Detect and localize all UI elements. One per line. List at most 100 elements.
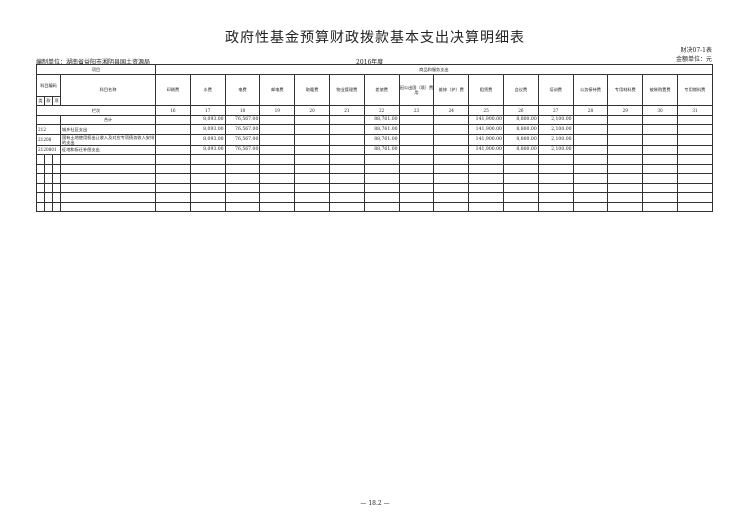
code-level: 项 xyxy=(52,95,61,106)
value xyxy=(259,144,296,155)
column-header: 培训费 xyxy=(537,73,574,106)
empty-cell xyxy=(607,154,644,165)
empty-cell xyxy=(224,182,261,193)
value: 88,761.00 xyxy=(363,114,400,125)
value: 8,800.00 xyxy=(502,114,539,125)
column-index: 27 xyxy=(537,105,574,116)
column-header: 专用燃料费 xyxy=(676,73,713,106)
empty-cell xyxy=(59,182,157,193)
value xyxy=(155,144,191,155)
empty-cell xyxy=(502,173,539,184)
value xyxy=(676,144,713,155)
row-name: 合计 xyxy=(59,114,157,125)
value xyxy=(433,144,470,155)
row: 212 城乡社区支出 8,093.00 76,567.00 88,761.00 141,9… xyxy=(36,124,713,135)
empty-cell xyxy=(537,201,574,212)
code: 212 xyxy=(36,124,61,135)
empty-cell xyxy=(468,154,504,165)
empty-cell xyxy=(398,192,435,203)
empty-cell xyxy=(676,154,713,165)
code: 21208 xyxy=(36,133,61,146)
column-header: 维修（护）费 xyxy=(433,73,470,106)
empty-cell xyxy=(44,182,53,193)
column-index: 23 xyxy=(398,105,435,116)
row-name: 国有土地使用权出让收入及对应专项债务收入安排的支出 xyxy=(59,133,157,146)
row-name: 城乡社区支出 xyxy=(59,124,157,135)
value: 141,900.00 xyxy=(468,124,504,135)
column-header: 租赁费 xyxy=(468,73,504,106)
report-no: 财决07-1表 xyxy=(680,47,712,54)
value xyxy=(329,114,365,125)
code-level: 款 xyxy=(44,95,53,106)
empty-cell xyxy=(329,192,365,203)
empty-cell xyxy=(44,201,53,212)
value xyxy=(398,114,435,125)
column-index: 28 xyxy=(572,105,609,116)
title: 政府性基金预算财政拨款基本支出决算明细表 xyxy=(225,30,525,46)
empty-cell xyxy=(155,163,191,174)
empty-cell xyxy=(502,201,539,212)
empty-cell xyxy=(607,173,644,184)
empty-cell xyxy=(468,201,504,212)
value: 88,761.00 xyxy=(363,144,400,155)
value xyxy=(329,124,365,135)
column-header: 邮电费 xyxy=(259,73,296,106)
empty-cell xyxy=(59,192,157,203)
empty-cell xyxy=(468,192,504,203)
empty-cell xyxy=(52,192,61,203)
empty-cell xyxy=(502,154,539,165)
empty-cell xyxy=(52,163,61,174)
empty-cell xyxy=(433,201,470,212)
empty-cell xyxy=(44,163,53,174)
value xyxy=(259,114,296,125)
empty-cell xyxy=(52,154,61,165)
row xyxy=(36,192,713,203)
row: 栏次 16 17 18 19 20 21 22 23 24 25 26 27 28 29 30 31 xyxy=(35,105,713,116)
code: 2120801 xyxy=(36,144,61,155)
column-index: 29 xyxy=(607,105,644,116)
empty-cell xyxy=(44,154,53,165)
empty-cell xyxy=(642,182,678,193)
empty-cell xyxy=(572,192,609,203)
empty-cell xyxy=(537,154,574,165)
value xyxy=(294,133,330,146)
value xyxy=(676,124,713,135)
empty-cell xyxy=(189,192,226,203)
column-header: 差旅费 xyxy=(363,73,400,106)
empty-cell xyxy=(676,201,713,212)
column-index: 26 xyxy=(502,105,539,116)
value: 141,900.00 xyxy=(468,144,504,155)
empty-cell xyxy=(36,192,45,203)
empty-cell xyxy=(259,182,296,193)
value xyxy=(676,114,713,125)
empty-cell xyxy=(642,163,678,174)
empty-cell xyxy=(572,154,609,165)
empty-cell xyxy=(433,173,470,184)
value xyxy=(155,133,191,146)
column-index: 21 xyxy=(329,105,365,116)
empty-cell xyxy=(189,163,226,174)
value xyxy=(259,133,296,146)
empty-cell xyxy=(294,154,330,165)
column-index: 25 xyxy=(468,105,504,116)
value xyxy=(329,144,365,155)
column-index: 20 xyxy=(294,105,330,116)
value: 141,900.00 xyxy=(468,114,504,125)
value xyxy=(155,124,191,135)
value: 76,567.00 xyxy=(224,124,261,135)
empty-cell xyxy=(259,163,296,174)
empty-cell xyxy=(155,173,191,184)
empty-cell xyxy=(468,182,504,193)
empty-cell xyxy=(329,182,365,193)
value xyxy=(294,124,330,135)
empty-cell xyxy=(36,163,45,174)
column-index: 19 xyxy=(259,105,296,116)
code-header: 科目编码 xyxy=(36,73,61,97)
empty-cell xyxy=(259,154,296,165)
empty-cell xyxy=(537,182,574,193)
empty-cell xyxy=(224,201,261,212)
empty-cell xyxy=(224,163,261,174)
value xyxy=(607,114,644,125)
value xyxy=(642,124,678,135)
value xyxy=(642,114,678,125)
